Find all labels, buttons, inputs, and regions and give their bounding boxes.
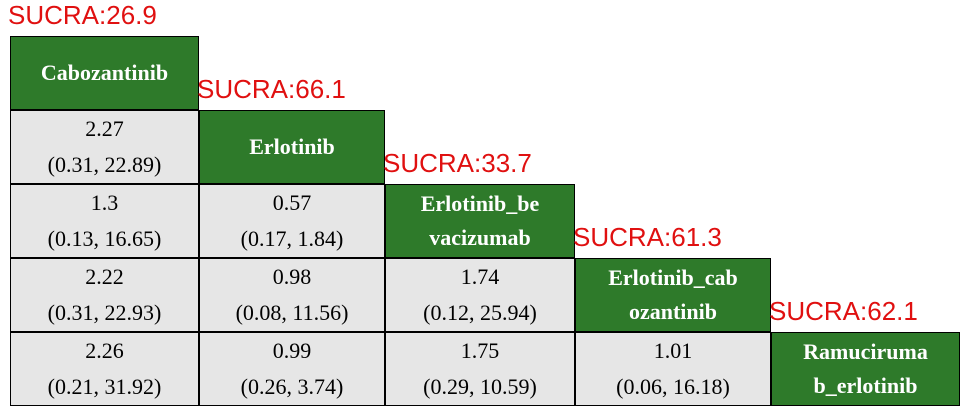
comparison-cell: 0.57 (0.17, 1.84)	[199, 184, 385, 258]
treatment-cell: Cabozantinib	[10, 36, 199, 110]
treatment-name: Ramuciruma	[803, 339, 928, 364]
treatment-cell: Ramuciruma b_erlotinib	[771, 332, 960, 406]
treatment-cell: Erlotinib_be vacizumab	[385, 184, 575, 258]
treatment-name: Erlotinib_cab	[608, 265, 738, 290]
estimate: 2.26	[85, 338, 124, 363]
estimate: 1.75	[460, 338, 500, 363]
comparison-cell: 0.99 (0.26, 3.74)	[199, 332, 385, 406]
estimate: 1.74	[460, 264, 500, 289]
comparison-cell: 0.98 (0.08, 11.56)	[199, 258, 385, 332]
comparison-cell: 1.75 (0.29, 10.59)	[385, 332, 575, 406]
sucra-label: SUCRA:66.1	[197, 74, 346, 104]
treatment-name: Erlotinib	[249, 134, 335, 159]
treatment-name: b_erlotinib	[813, 373, 918, 398]
estimate: 1.3	[90, 190, 119, 215]
confidence-interval: (0.21, 31.92)	[47, 374, 162, 399]
confidence-interval: (0.29, 10.59)	[423, 374, 537, 399]
sucra-label: SUCRA:33.7	[383, 148, 532, 178]
estimate: 0.98	[272, 264, 312, 289]
confidence-interval: (0.12, 25.94)	[423, 300, 537, 325]
comparison-cell: 2.26 (0.21, 31.92)	[10, 332, 199, 406]
estimate: 1.01	[653, 338, 693, 363]
treatment-name: vacizumab	[429, 225, 531, 250]
comparison-cell: 2.22 (0.31, 22.93)	[10, 258, 199, 332]
confidence-interval: (0.26, 3.74)	[240, 374, 344, 399]
sucra-label: SUCRA:61.3	[573, 222, 722, 252]
confidence-interval: (0.31, 22.89)	[47, 152, 162, 177]
estimate: 2.22	[85, 264, 124, 289]
treatment-name: Cabozantinib	[40, 60, 169, 85]
estimate: 0.99	[272, 338, 312, 363]
comparison-cell: 1.01 (0.06, 16.18)	[575, 332, 771, 406]
treatment-cell: Erlotinib	[199, 110, 385, 184]
confidence-interval: (0.13, 16.65)	[47, 226, 162, 251]
confidence-interval: (0.17, 1.84)	[240, 226, 344, 251]
confidence-interval: (0.31, 22.93)	[47, 300, 162, 325]
comparison-cell: 2.27 (0.31, 22.89)	[10, 110, 199, 184]
estimate: 0.57	[272, 190, 312, 215]
comparison-cell: 1.74 (0.12, 25.94)	[385, 258, 575, 332]
sucra-label: SUCRA:62.1	[769, 296, 918, 326]
comparison-cell: 1.3 (0.13, 16.65)	[10, 184, 199, 258]
confidence-interval: (0.08, 11.56)	[235, 300, 349, 325]
estimate: 2.27	[85, 116, 124, 141]
sucra-label: SUCRA:26.9	[8, 0, 157, 30]
confidence-interval: (0.06, 16.18)	[616, 374, 730, 399]
treatment-cell: Erlotinib_cab ozantinib	[575, 258, 771, 332]
treatment-name: ozantinib	[628, 299, 718, 324]
treatment-name: Erlotinib_be	[420, 191, 540, 216]
